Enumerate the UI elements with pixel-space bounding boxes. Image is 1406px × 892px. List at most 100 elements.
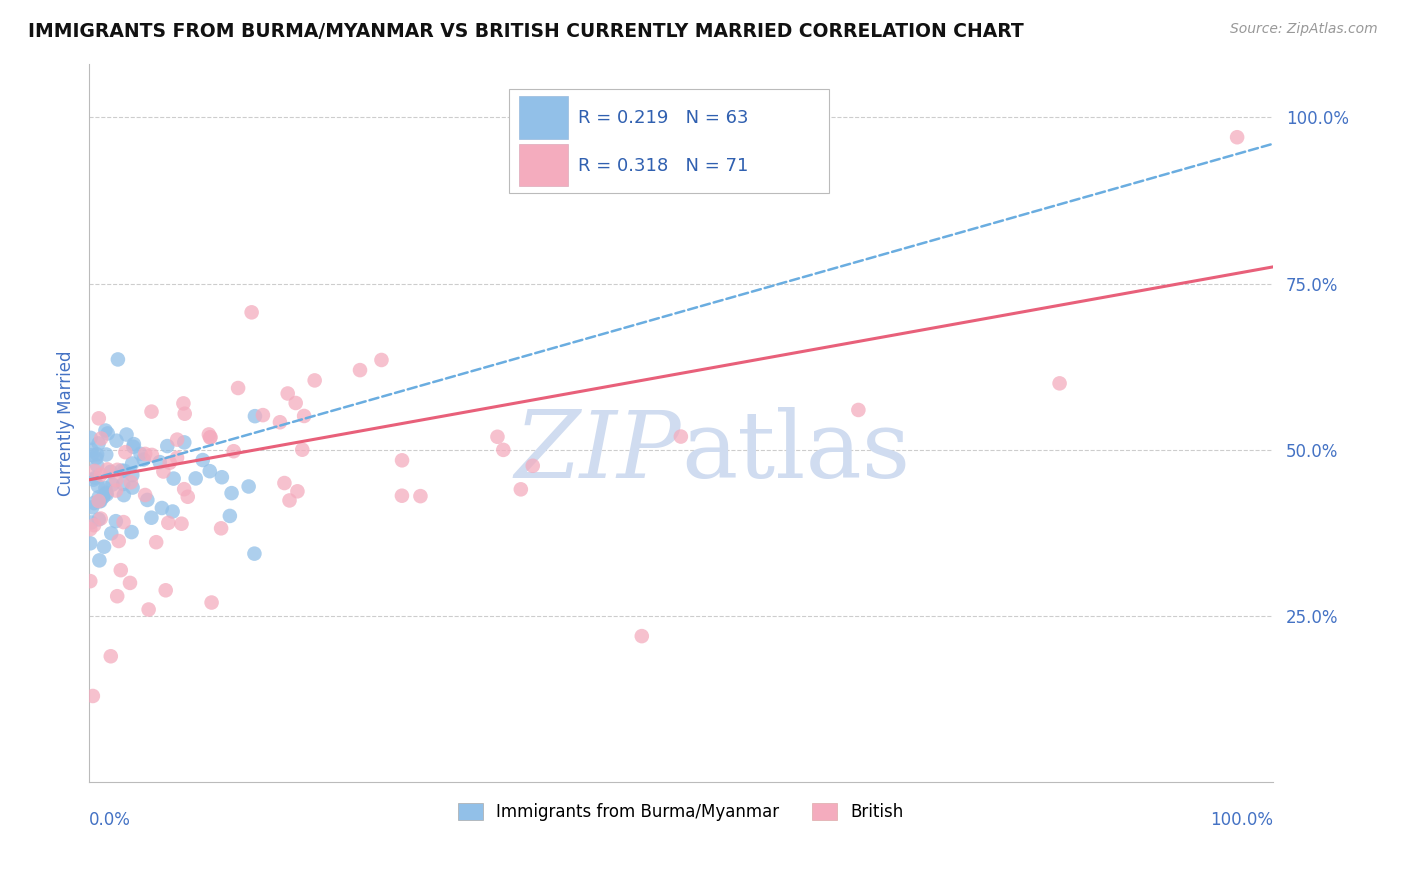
Point <box>240 305 263 319</box>
Point <box>486 430 509 444</box>
Point <box>105 483 128 498</box>
FancyBboxPatch shape <box>519 96 568 138</box>
Text: IMMIGRANTS FROM BURMA/MYANMAR VS BRITISH CURRENTLY MARRIED CORRELATION CHART: IMMIGRANTS FROM BURMA/MYANMAR VS BRITISH… <box>28 22 1024 41</box>
Point <box>89 494 111 508</box>
Point <box>87 490 110 504</box>
Point <box>1049 376 1071 391</box>
Point <box>87 512 110 526</box>
Point <box>86 458 108 473</box>
Point <box>222 444 245 458</box>
Point <box>162 504 184 518</box>
Point <box>83 518 105 533</box>
Point <box>87 494 110 508</box>
Point <box>112 488 135 502</box>
Point <box>94 481 117 495</box>
Point <box>97 426 120 441</box>
Point <box>273 476 295 491</box>
Point <box>198 464 221 478</box>
Point <box>82 473 104 487</box>
Point <box>80 431 103 445</box>
Point <box>89 553 111 567</box>
Point <box>79 536 101 550</box>
Point <box>93 540 115 554</box>
Point <box>238 479 260 493</box>
Point <box>209 521 232 535</box>
Point <box>87 436 110 450</box>
Point <box>118 575 141 590</box>
Point <box>278 493 301 508</box>
Point <box>848 403 870 417</box>
Point <box>121 525 143 540</box>
Point <box>129 447 152 461</box>
Point <box>110 563 132 577</box>
Point <box>269 415 291 429</box>
Point <box>105 434 128 448</box>
Point <box>134 488 156 502</box>
Point <box>200 430 222 444</box>
Y-axis label: Currently Married: Currently Married <box>58 351 75 496</box>
Point <box>100 465 122 479</box>
Point <box>121 457 143 471</box>
Point <box>122 437 145 451</box>
Point <box>89 494 111 508</box>
Point <box>90 511 112 525</box>
Point <box>84 471 107 485</box>
Point <box>198 427 221 442</box>
Point <box>170 516 193 531</box>
Text: ZIP: ZIP <box>515 407 681 497</box>
Point <box>304 373 326 387</box>
Point <box>105 463 128 477</box>
Point <box>87 411 110 425</box>
Point <box>82 689 104 703</box>
Point <box>173 407 195 421</box>
Point <box>163 472 186 486</box>
Point <box>157 516 180 530</box>
Point <box>287 484 309 499</box>
FancyBboxPatch shape <box>509 89 828 194</box>
Point <box>277 386 299 401</box>
Point <box>284 396 307 410</box>
Point <box>132 452 155 467</box>
Point <box>115 427 138 442</box>
Point <box>630 629 652 643</box>
Legend: Immigrants from Burma/Myanmar, British: Immigrants from Burma/Myanmar, British <box>451 797 911 828</box>
Point <box>177 490 200 504</box>
Point <box>200 595 222 609</box>
Point <box>105 589 128 603</box>
Point <box>121 481 143 495</box>
Point <box>83 464 105 478</box>
Point <box>86 447 108 461</box>
Point <box>114 445 136 459</box>
Point <box>141 448 163 462</box>
Point <box>105 473 128 487</box>
Point <box>112 477 135 491</box>
Point <box>173 435 195 450</box>
Point <box>112 515 135 529</box>
Point <box>370 353 392 368</box>
Point <box>145 535 167 549</box>
Point <box>669 429 692 443</box>
Point <box>156 439 179 453</box>
Text: R = 0.318   N = 71: R = 0.318 N = 71 <box>578 157 748 176</box>
Text: Source: ZipAtlas.com: Source: ZipAtlas.com <box>1230 22 1378 37</box>
Point <box>80 442 103 457</box>
Point <box>80 516 103 530</box>
Point <box>509 483 531 497</box>
Point <box>141 404 163 418</box>
Point <box>221 486 243 500</box>
Point <box>166 450 188 465</box>
Point <box>155 583 177 598</box>
Point <box>120 475 142 490</box>
Point <box>121 468 143 483</box>
Point <box>83 496 105 510</box>
Point <box>84 450 107 465</box>
Point <box>191 453 214 467</box>
Point <box>218 508 240 523</box>
Text: 100.0%: 100.0% <box>1209 811 1272 830</box>
Point <box>134 447 156 461</box>
Point <box>96 487 118 501</box>
Point <box>101 477 124 491</box>
Point <box>91 490 114 504</box>
Point <box>107 352 129 367</box>
Point <box>80 448 103 462</box>
